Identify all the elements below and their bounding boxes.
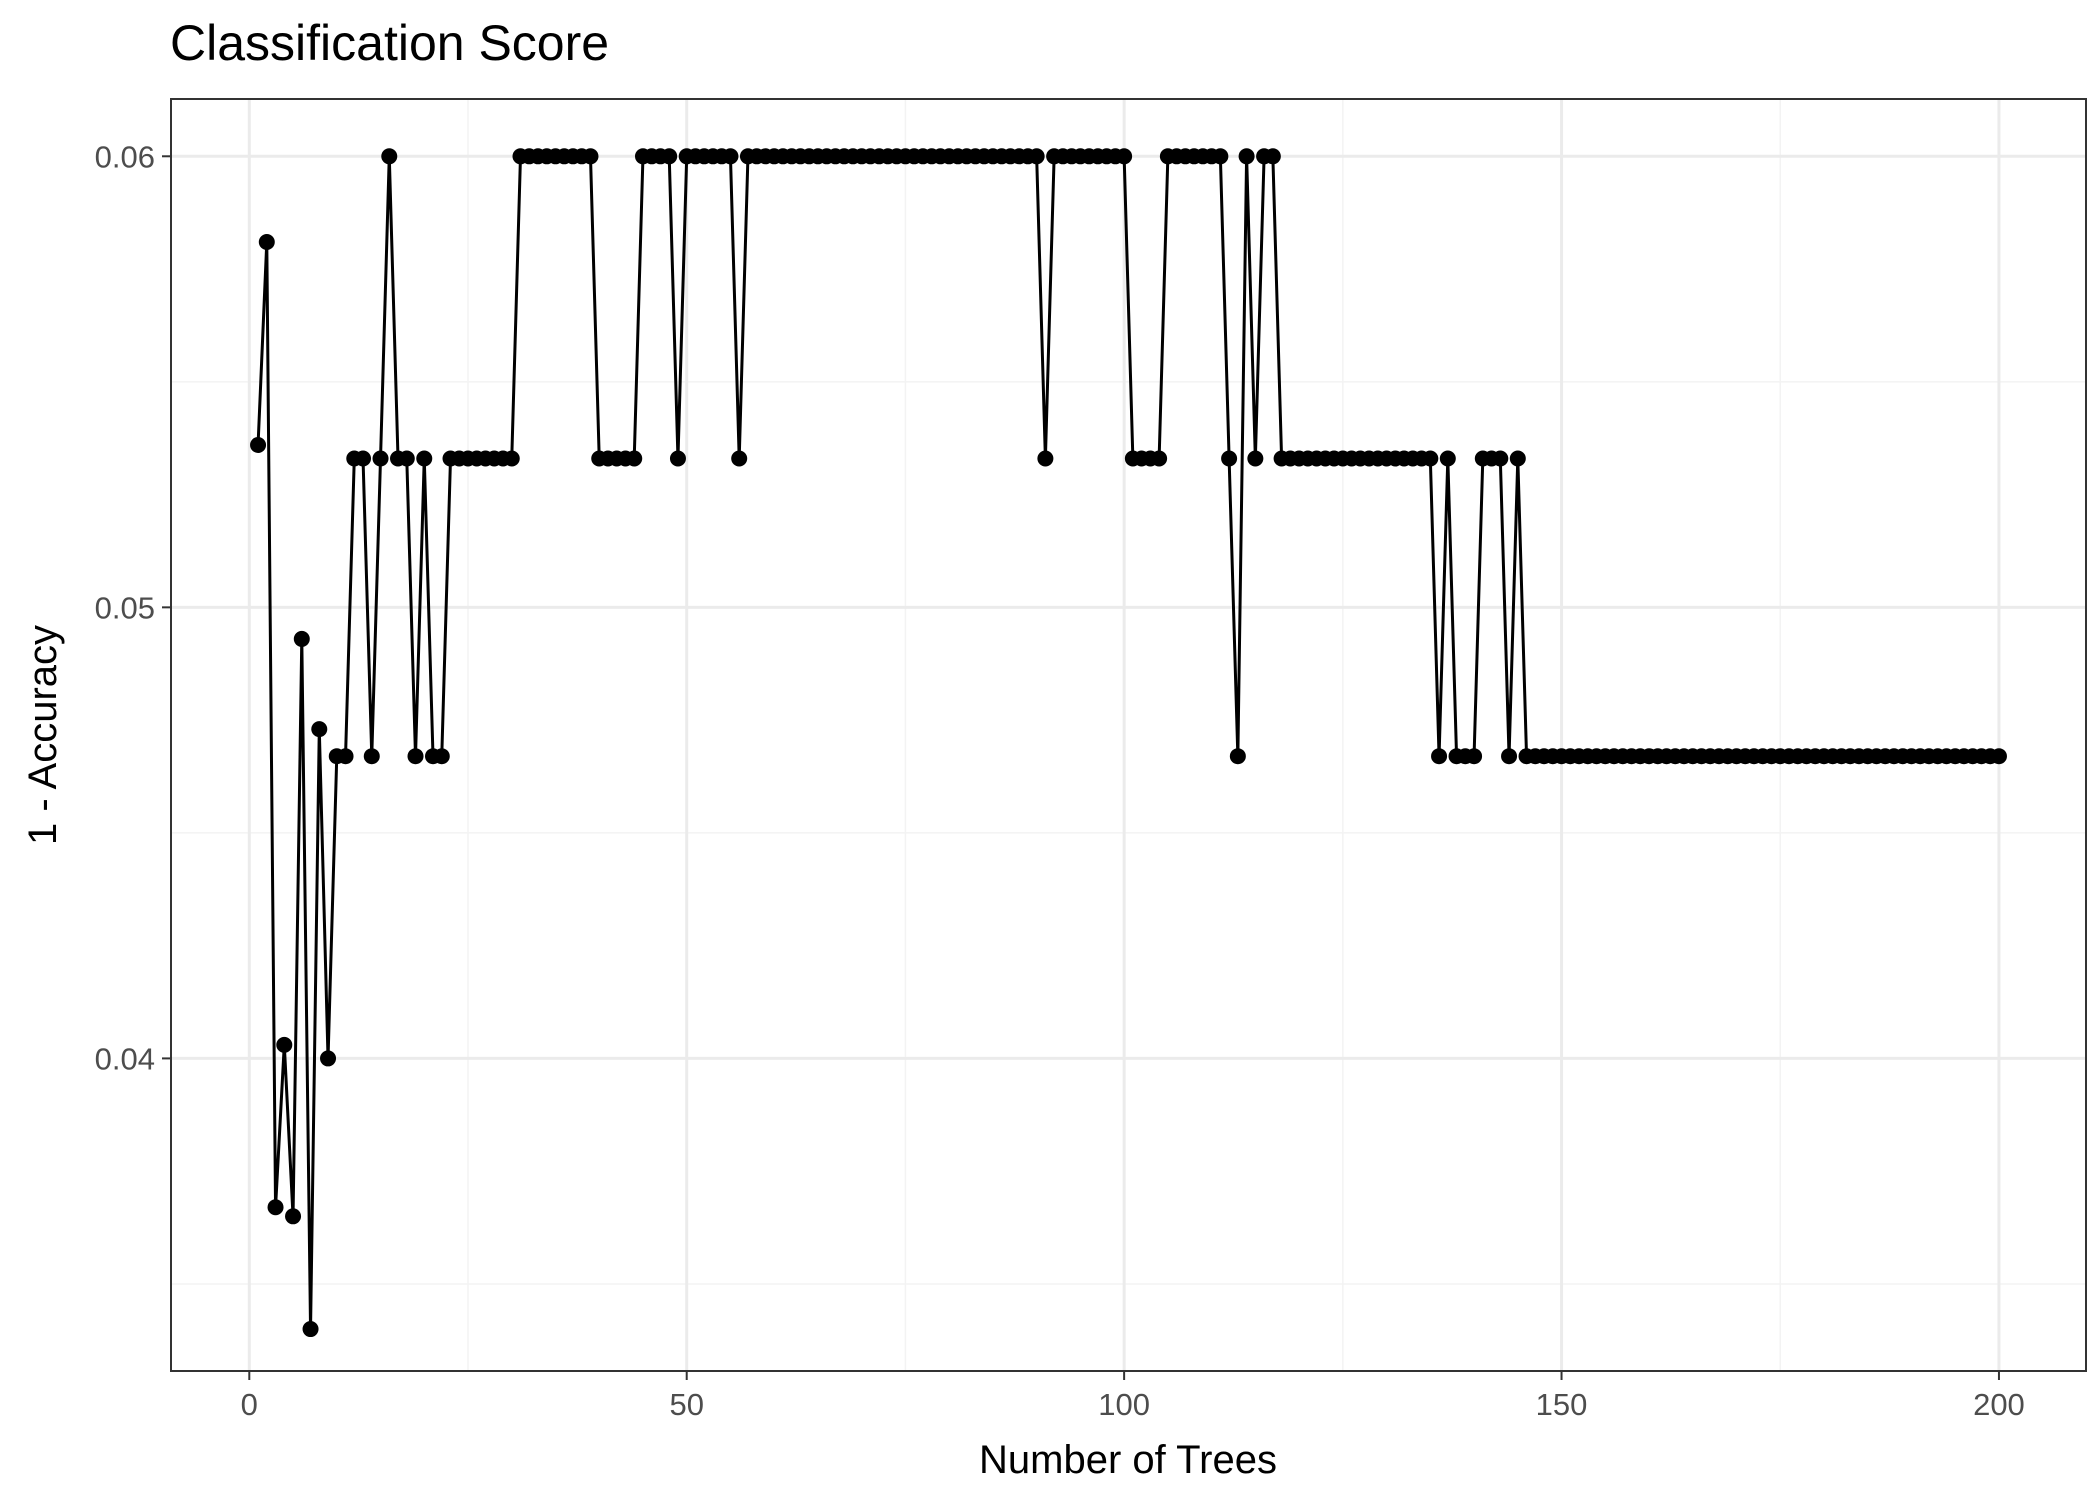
x-axis: 0 50 100 150 200 [241, 1371, 2025, 1422]
data-point [1037, 450, 1054, 467]
data-point [381, 148, 398, 165]
chart-title: Classification Score [170, 15, 609, 71]
data-point [276, 1036, 293, 1053]
data-point [363, 748, 380, 765]
x-tick-label: 200 [1973, 1387, 2025, 1422]
x-tick-label: 100 [1098, 1387, 1150, 1422]
minor-gridlines [171, 99, 2086, 1371]
data-point [1422, 450, 1439, 467]
data-point [250, 436, 267, 453]
data-point [1247, 450, 1264, 467]
data-point [1116, 148, 1133, 165]
data-point [285, 1208, 302, 1225]
y-tick-label: 0.04 [95, 1041, 155, 1076]
data-point [1028, 148, 1045, 165]
x-tick-label: 150 [1536, 1387, 1588, 1422]
data-point [1264, 148, 1281, 165]
data-point [1229, 748, 1246, 765]
data-point [1238, 148, 1255, 165]
data-point [1466, 748, 1483, 765]
data-point [626, 450, 643, 467]
data-point [503, 450, 520, 467]
x-tick-label: 50 [669, 1387, 703, 1422]
x-tick-label: 0 [241, 1387, 258, 1422]
data-point [311, 721, 328, 738]
y-tick-label: 0.06 [95, 139, 155, 174]
series-layer [250, 148, 2007, 1338]
data-point [1990, 748, 2007, 765]
x-axis-label: Number of Trees [979, 1438, 1277, 1482]
data-point [1212, 148, 1229, 165]
data-point [731, 450, 748, 467]
data-point [416, 450, 433, 467]
y-axis: 0.04 0.05 0.06 [95, 139, 171, 1076]
data-point [302, 1321, 319, 1338]
data-point [1221, 450, 1238, 467]
data-point [1501, 748, 1518, 765]
data-point [1439, 450, 1456, 467]
data-point [355, 450, 372, 467]
data-point [407, 748, 424, 765]
data-point [661, 148, 678, 165]
data-point [433, 748, 450, 765]
y-axis-label: 1 - Accuracy [21, 625, 65, 845]
data-point [1509, 450, 1526, 467]
data-point [258, 233, 275, 250]
y-tick-label: 0.05 [95, 590, 155, 625]
data-point [669, 450, 686, 467]
plot-panel-border [170, 98, 2087, 1372]
data-point [337, 748, 354, 765]
data-point [320, 1050, 337, 1067]
data-point [267, 1199, 284, 1216]
data-point [582, 148, 599, 165]
data-point [372, 450, 389, 467]
data-point [1431, 748, 1448, 765]
data-point [398, 450, 415, 467]
data-point [1151, 450, 1168, 467]
data-point [293, 630, 310, 647]
data-point [722, 148, 739, 165]
data-point [1492, 450, 1509, 467]
